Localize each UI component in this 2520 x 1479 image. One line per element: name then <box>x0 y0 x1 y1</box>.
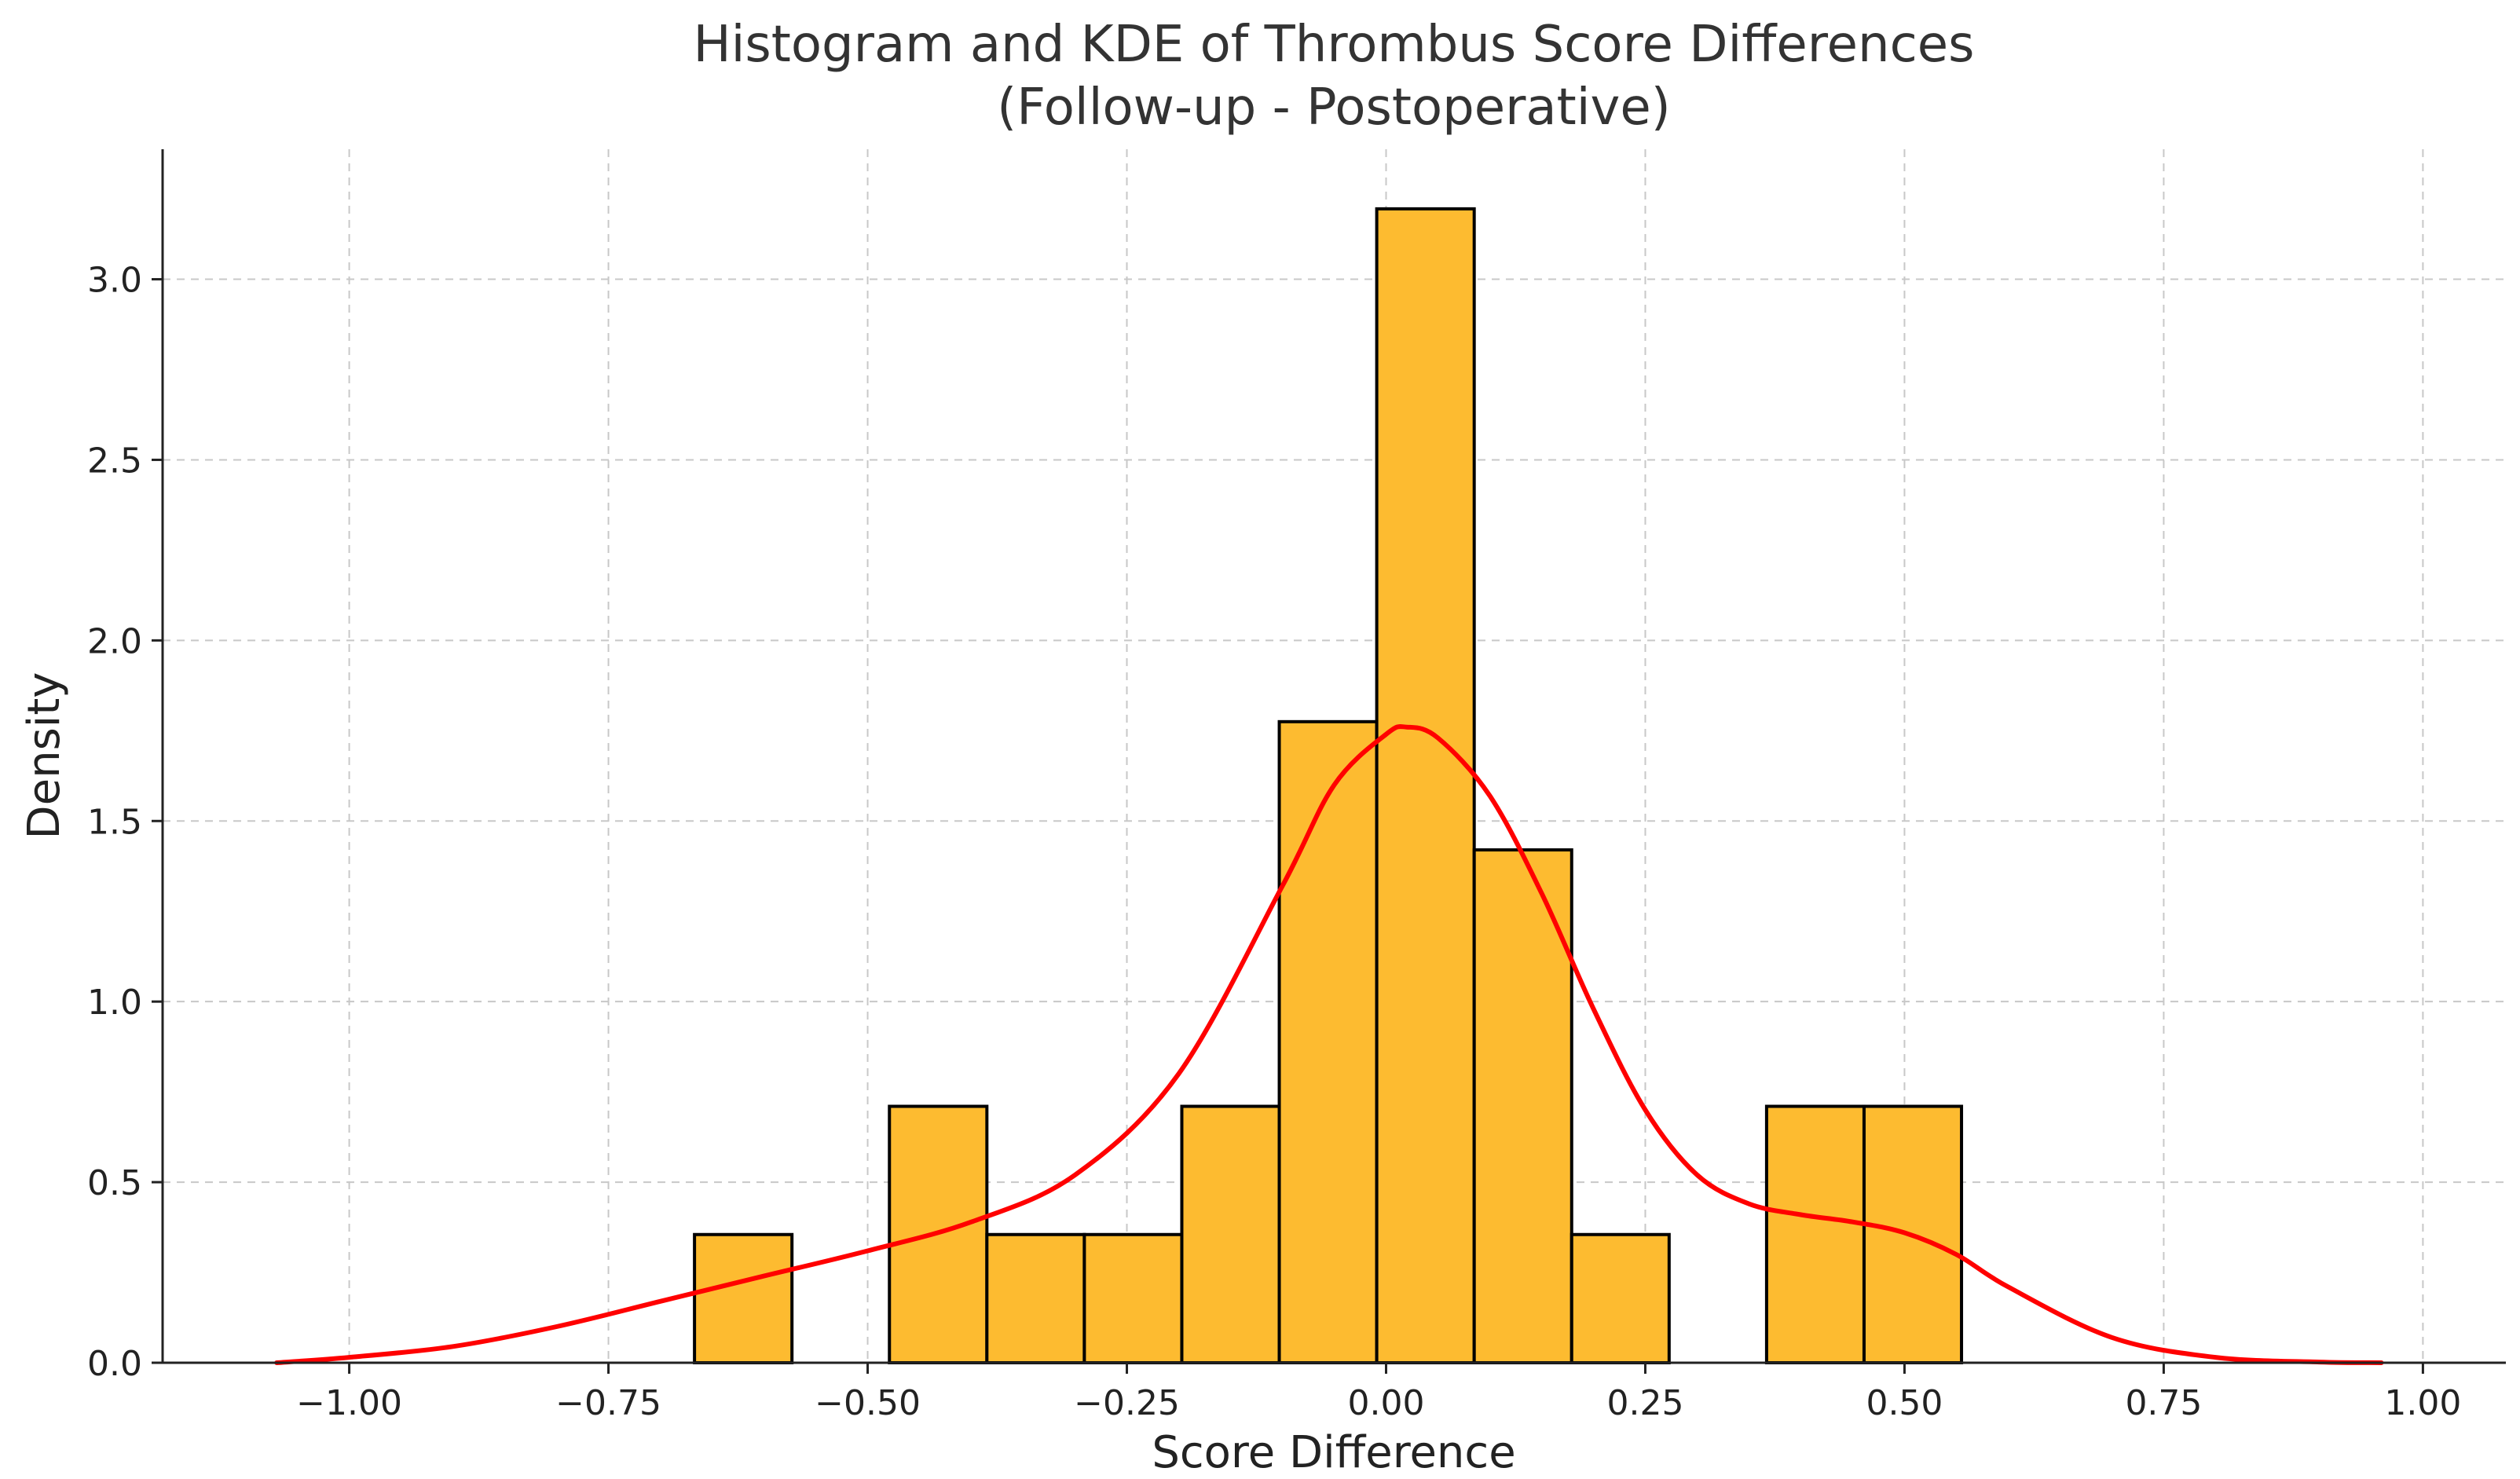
histogram-bar <box>985 1232 1086 1365</box>
histogram-bar <box>1472 848 1573 1364</box>
x-tick-label: 1.00 <box>2384 1383 2461 1423</box>
x-tick-label: −1.00 <box>296 1383 402 1423</box>
x-tick-label: 0.00 <box>1348 1383 1425 1423</box>
x-tick-label: −0.50 <box>815 1383 921 1423</box>
x-axis-label: Score Difference <box>1152 1427 1515 1478</box>
y-tick-label: 2.0 <box>87 621 142 661</box>
histogram-bar <box>693 1232 794 1365</box>
y-tick-label: 1.5 <box>87 802 142 842</box>
axis-ticks: −1.00 −0.75 −0.50 −0.25 0.00 0.25 0.50 0.75 1.00… <box>87 261 2461 1423</box>
x-tick-label: 0.25 <box>1606 1383 1683 1423</box>
chart-title-line-1: Histogram and KDE of Thrombus Score Diff… <box>694 16 1975 74</box>
y-tick-label: 2.5 <box>87 441 142 481</box>
x-tick-label: 0.50 <box>1866 1383 1943 1423</box>
histogram-bar <box>1764 1104 1866 1364</box>
y-tick-label: 0.0 <box>87 1344 142 1384</box>
y-axis-label: Density <box>19 672 70 840</box>
x-tick-label: −0.75 <box>555 1383 661 1423</box>
kde-curve <box>274 724 2384 1365</box>
histogram-bar <box>1180 1104 1281 1364</box>
histogram-bar <box>1375 207 1476 1365</box>
axes-spines <box>161 149 2506 1364</box>
chart-title-line-2: (Follow-up - Postoperative) <box>997 79 1670 137</box>
histogram-bars <box>693 207 1964 1365</box>
y-tick-label: 1.0 <box>87 983 142 1023</box>
x-tick-label: 0.75 <box>2125 1383 2202 1423</box>
histogram-bar <box>1277 719 1379 1364</box>
y-tick-label: 0.5 <box>87 1163 142 1203</box>
histogram-bar <box>1570 1232 1671 1365</box>
x-tick-label: −0.25 <box>1074 1383 1180 1423</box>
y-tick-label: 3.0 <box>87 261 142 301</box>
kde-layer <box>274 724 2384 1365</box>
histogram-bar <box>1082 1232 1184 1365</box>
